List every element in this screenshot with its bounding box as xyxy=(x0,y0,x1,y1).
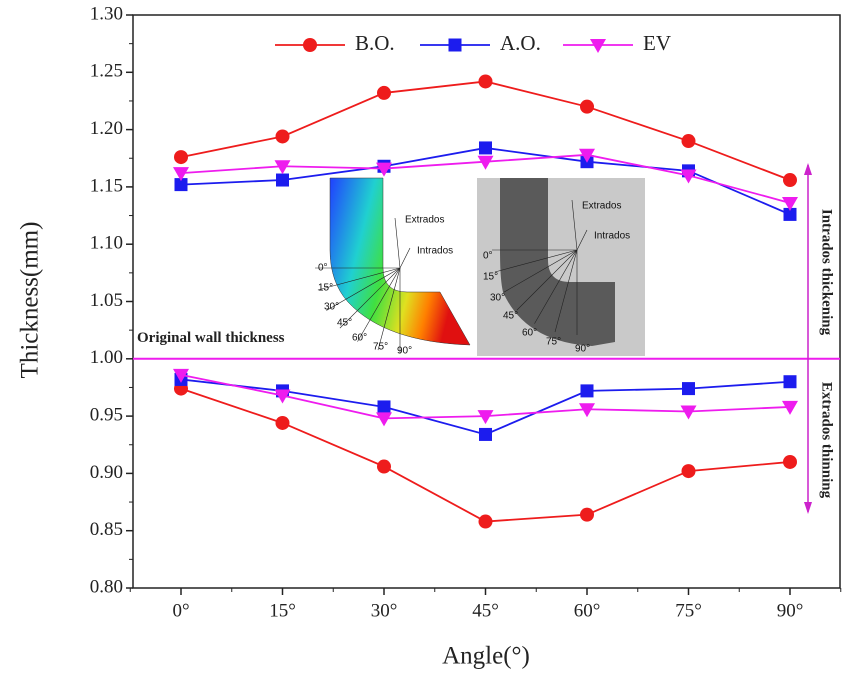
arrow-head xyxy=(804,502,812,514)
marker xyxy=(682,382,695,395)
inset-label: 30° xyxy=(324,302,339,313)
inset-label: 75° xyxy=(373,342,388,353)
marker xyxy=(377,460,391,474)
inset-label: 0° xyxy=(483,251,493,262)
marker xyxy=(479,74,493,88)
inset-label: 90° xyxy=(397,346,412,357)
inset-label: 60° xyxy=(522,328,537,339)
inset-label: Extrados xyxy=(582,201,621,212)
x-axis-title: Angle(°) xyxy=(442,643,530,670)
y-tick-label: 0.85 xyxy=(90,519,123,540)
y-tick-label: 1.30 xyxy=(90,3,123,24)
y-tick-label: 0.90 xyxy=(90,462,123,483)
inset-label: 0° xyxy=(318,263,328,274)
legend-marker xyxy=(590,39,606,53)
marker xyxy=(580,100,594,114)
series-line xyxy=(181,379,790,434)
chart: Thickness(mm) Angle(°) Extrados Intrados 0… xyxy=(0,0,846,673)
inset-label: 45° xyxy=(337,318,352,329)
fan-line xyxy=(395,218,400,268)
inset-label: 75° xyxy=(546,337,561,348)
y-tick-label: 1.00 xyxy=(90,347,123,368)
marker xyxy=(580,508,594,522)
marker xyxy=(784,375,797,388)
marker xyxy=(174,150,188,164)
x-tick-label: 0° xyxy=(172,600,189,621)
legend-marker xyxy=(449,39,462,52)
marker xyxy=(377,86,391,100)
marker xyxy=(276,416,290,430)
marker xyxy=(376,412,392,426)
inset-label: Intrados xyxy=(594,231,630,242)
x-tick-label: 30° xyxy=(371,600,398,621)
arrow-label: Intrados thickening xyxy=(819,209,835,336)
x-tick-label: 15° xyxy=(269,600,296,621)
inset-label: 15° xyxy=(318,283,333,294)
inset-label: 90° xyxy=(575,344,590,355)
x-tick-label: 45° xyxy=(472,600,499,621)
legend-label: B.O. xyxy=(355,31,395,55)
marker xyxy=(479,515,493,529)
y-axis-title: Thickness(mm) xyxy=(17,222,44,379)
marker xyxy=(682,134,696,148)
series-line xyxy=(181,389,790,522)
y-tick-label: 1.25 xyxy=(90,61,123,82)
marker xyxy=(682,464,696,478)
y-tick-label: 1.20 xyxy=(90,118,123,139)
x-tick-label: 60° xyxy=(574,600,601,621)
inset-label: 60° xyxy=(352,333,367,344)
legend-marker xyxy=(303,38,317,52)
y-tick-label: 1.10 xyxy=(90,233,123,254)
inset-label: 30° xyxy=(490,293,505,304)
x-tick-label: 90° xyxy=(777,600,804,621)
marker xyxy=(276,129,290,143)
legend-label: EV xyxy=(643,31,671,55)
marker xyxy=(378,400,391,413)
marker xyxy=(783,173,797,187)
inset-label: Extrados xyxy=(405,215,444,226)
y-tick-label: 1.05 xyxy=(90,290,123,311)
marker xyxy=(681,406,697,420)
marker xyxy=(783,455,797,469)
y-tick-label: 0.95 xyxy=(90,404,123,425)
reference-label: Original wall thickness xyxy=(137,330,285,346)
inset-label: Intrados xyxy=(417,246,453,257)
marker xyxy=(276,174,289,187)
marker xyxy=(479,428,492,441)
inset-label: 15° xyxy=(483,272,498,283)
y-tick-label: 1.15 xyxy=(90,175,123,196)
marker xyxy=(479,141,492,154)
arrow-head xyxy=(804,163,812,175)
marker xyxy=(581,384,594,397)
legend-label: A.O. xyxy=(500,31,541,55)
arrow-label: Extrados thinning xyxy=(819,382,835,499)
inset-label: 45° xyxy=(503,311,518,322)
y-tick-label: 0.80 xyxy=(90,576,123,597)
x-tick-label: 75° xyxy=(675,600,702,621)
fan-line xyxy=(400,248,410,268)
